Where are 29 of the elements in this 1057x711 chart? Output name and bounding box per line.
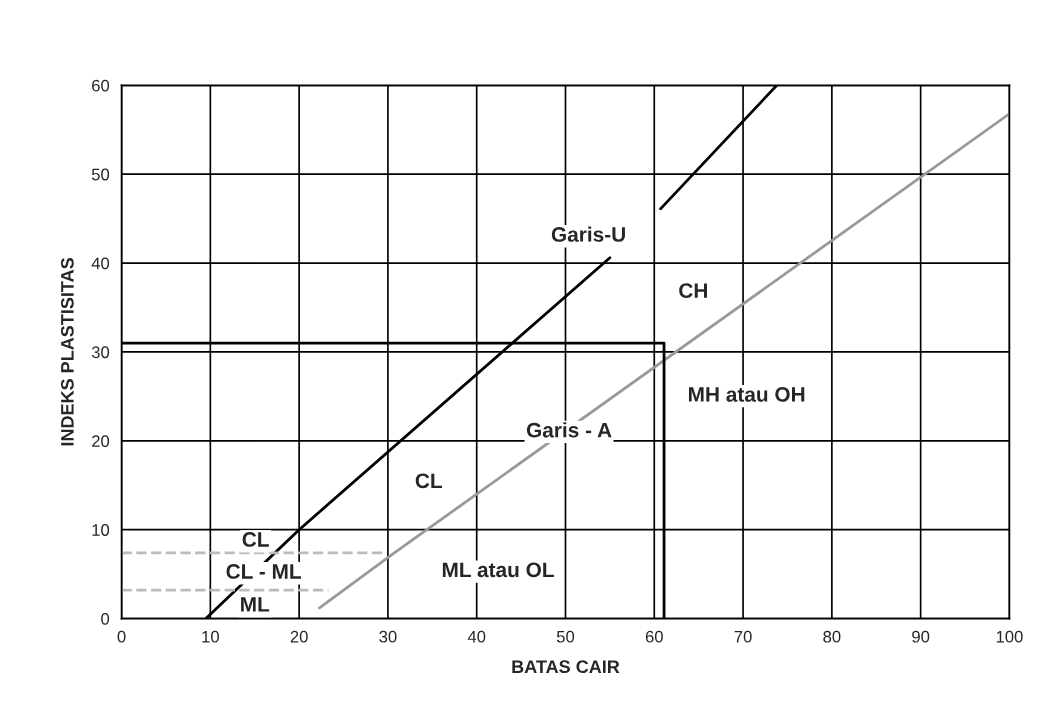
x-tick-label: 80 bbox=[823, 630, 841, 643]
x-tick-label: 60 bbox=[645, 630, 663, 643]
y-tick-label: 60 bbox=[92, 79, 110, 92]
x-tick-label: 30 bbox=[379, 630, 397, 643]
x-tick-label: 20 bbox=[290, 630, 308, 643]
annotation: Garis - A bbox=[526, 422, 612, 438]
y-tick-label: 0 bbox=[101, 612, 110, 625]
annotation: CH bbox=[679, 283, 707, 298]
annotation: ML atau OL bbox=[442, 562, 554, 578]
x-tick-label: 0 bbox=[117, 630, 126, 643]
x-tick-label: 10 bbox=[202, 630, 219, 643]
y-axis-title: INDEKS PLASTISITAS bbox=[60, 258, 74, 446]
x-tick-label: 50 bbox=[556, 630, 575, 643]
x-tick-label: 40 bbox=[467, 630, 486, 643]
annotation: CL bbox=[415, 473, 443, 489]
x-tick-label: 100 bbox=[996, 630, 1023, 643]
x-axis-title: BATAS CAIR bbox=[512, 660, 620, 674]
annotation: CL bbox=[242, 532, 269, 547]
x-tick-label: 90 bbox=[912, 630, 930, 643]
y-tick-label: 40 bbox=[91, 257, 110, 270]
annotation: Garis-U bbox=[551, 226, 625, 242]
annotation: MH atau OH bbox=[688, 387, 805, 402]
annotation: ML bbox=[241, 597, 270, 612]
y-tick-label: 30 bbox=[91, 346, 110, 359]
annotation: CL - ML bbox=[226, 564, 301, 579]
y-tick-label: 50 bbox=[91, 168, 110, 181]
y-tick-label: 20 bbox=[92, 435, 110, 448]
x-tick-label: 70 bbox=[734, 630, 752, 643]
y-tick-label: 10 bbox=[92, 524, 110, 536]
